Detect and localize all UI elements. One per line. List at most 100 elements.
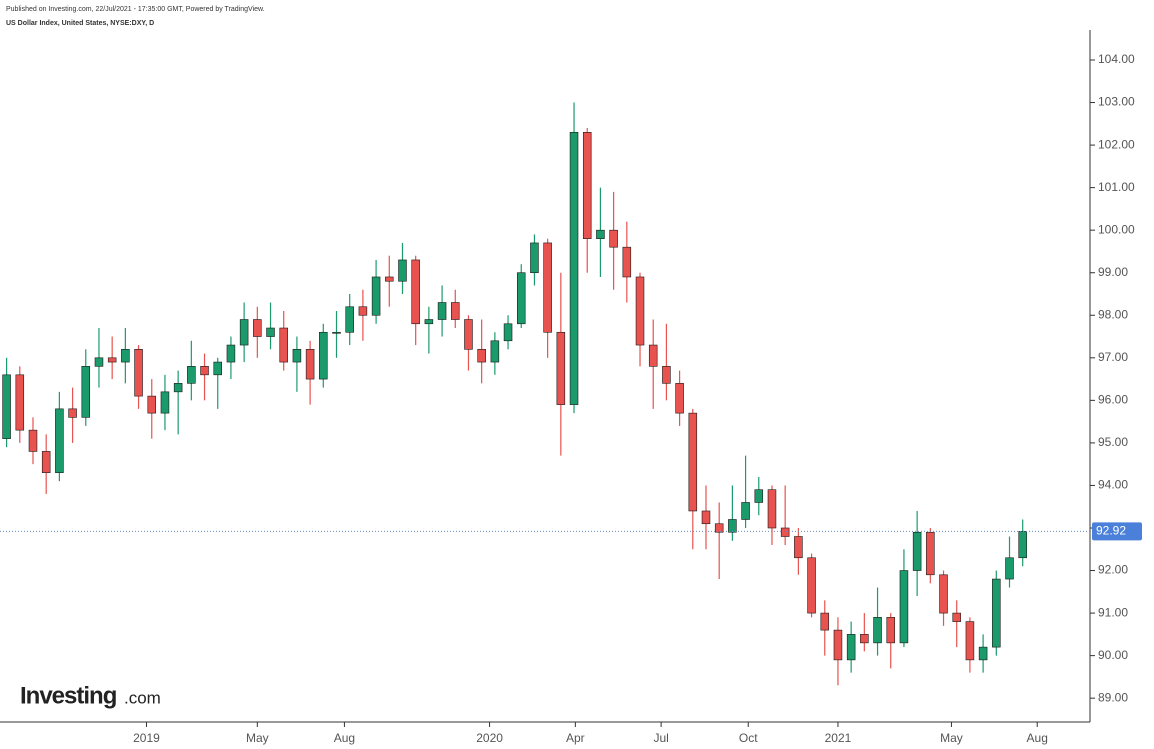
y-tick-label: 96.00 (1098, 393, 1128, 407)
candle-body (55, 408, 64, 473)
y-tick-label: 99.00 (1098, 265, 1128, 279)
y-tick-label: 89.00 (1098, 690, 1128, 704)
candle-body (187, 366, 196, 384)
candle-body (173, 383, 183, 393)
candle-body (622, 246, 632, 278)
x-tick-label: Jul (653, 731, 668, 745)
candle-body (464, 319, 473, 350)
candle-body (213, 361, 222, 376)
candle-body (582, 132, 592, 239)
candle-body (451, 302, 460, 320)
candle-body (94, 357, 104, 367)
candle-body (833, 629, 843, 661)
candle-body (569, 132, 579, 405)
x-tick-label: Aug (334, 731, 355, 745)
candle-body (279, 327, 288, 363)
candle-body (516, 272, 526, 325)
y-tick-label: 103.00 (1098, 95, 1135, 109)
candle-body (385, 276, 394, 282)
candle-body (873, 617, 882, 644)
x-tick-label: Apr (566, 731, 585, 745)
candle-body (912, 531, 922, 571)
candle-body (965, 621, 975, 661)
candle-body (253, 319, 262, 337)
candle-body (728, 519, 737, 533)
candle-body (767, 489, 777, 529)
candle-body (662, 366, 671, 384)
candle-body (780, 527, 790, 537)
candle-body (411, 259, 420, 325)
candle-body (820, 612, 830, 631)
candle-body (688, 412, 698, 512)
candle-body (899, 570, 909, 644)
candle-body (754, 489, 764, 503)
candle-body (741, 502, 750, 520)
candle-body (81, 366, 91, 418)
candle-body (556, 331, 566, 405)
y-tick-label: 90.00 (1098, 648, 1128, 662)
candle-body (68, 408, 77, 418)
y-tick-label: 104.00 (1098, 52, 1135, 66)
y-tick-label: 94.00 (1098, 478, 1128, 492)
candle-body (226, 344, 236, 363)
candle-body (477, 348, 486, 363)
candle-body (41, 451, 51, 473)
y-tick-label: 92.00 (1098, 563, 1128, 577)
candle-body (305, 348, 315, 380)
candle-body (860, 634, 869, 644)
last-price-box (1092, 522, 1142, 541)
candle-body (200, 366, 209, 376)
y-tick-label: 102.00 (1098, 137, 1135, 151)
candle-body (147, 395, 157, 414)
candle-body (846, 634, 856, 661)
candle-body (886, 617, 895, 644)
candle-body (332, 331, 341, 334)
x-tick-label: 2019 (133, 731, 160, 745)
candle-body (939, 574, 948, 614)
candle-body (490, 340, 500, 363)
candle-body (398, 259, 407, 282)
candle-body (675, 383, 684, 414)
candle-body (319, 331, 328, 380)
candle-body (714, 523, 724, 533)
candle-body (543, 242, 552, 333)
y-tick-label: 97.00 (1098, 350, 1128, 364)
candle-body (701, 510, 711, 525)
y-tick-label: 98.00 (1098, 307, 1128, 321)
candle-body (424, 319, 434, 325)
x-tick-label: May (940, 731, 963, 745)
candle-body (121, 348, 130, 363)
candle-body (266, 327, 275, 337)
y-tick-label: 95.00 (1098, 435, 1128, 449)
candle-body (292, 348, 302, 363)
y-tick-label: 91.00 (1098, 605, 1128, 619)
candle-body (107, 357, 117, 363)
candle-body (134, 348, 143, 397)
candle-body (1018, 531, 1027, 559)
candle-body (1005, 557, 1014, 580)
candle-body (952, 612, 961, 622)
x-tick-label: Aug (1027, 731, 1048, 745)
candle-body (239, 319, 249, 346)
candle-body (992, 578, 1001, 648)
last-price-label: 92.92 (1096, 524, 1126, 538)
candle-body (807, 557, 816, 614)
candle-body (596, 229, 605, 239)
candle-body (503, 323, 513, 342)
candle-body (371, 276, 381, 316)
x-tick-label: 2021 (825, 731, 852, 745)
candle-body (15, 374, 25, 431)
candle-body (530, 242, 539, 274)
watermark-suffix: .com (124, 688, 161, 707)
watermark-brand: Investing (20, 682, 117, 709)
candle-body (978, 646, 988, 661)
candle-body (345, 306, 354, 333)
published-note: Published on Investing.com, 22/Jul/2021 … (6, 6, 265, 13)
chart-title: US Dollar Index, United States, NYSE:DXY… (6, 20, 154, 27)
y-tick-label: 101.00 (1098, 180, 1135, 194)
candle-body (358, 306, 368, 316)
candle-body (635, 276, 645, 346)
candle-body (28, 429, 38, 452)
